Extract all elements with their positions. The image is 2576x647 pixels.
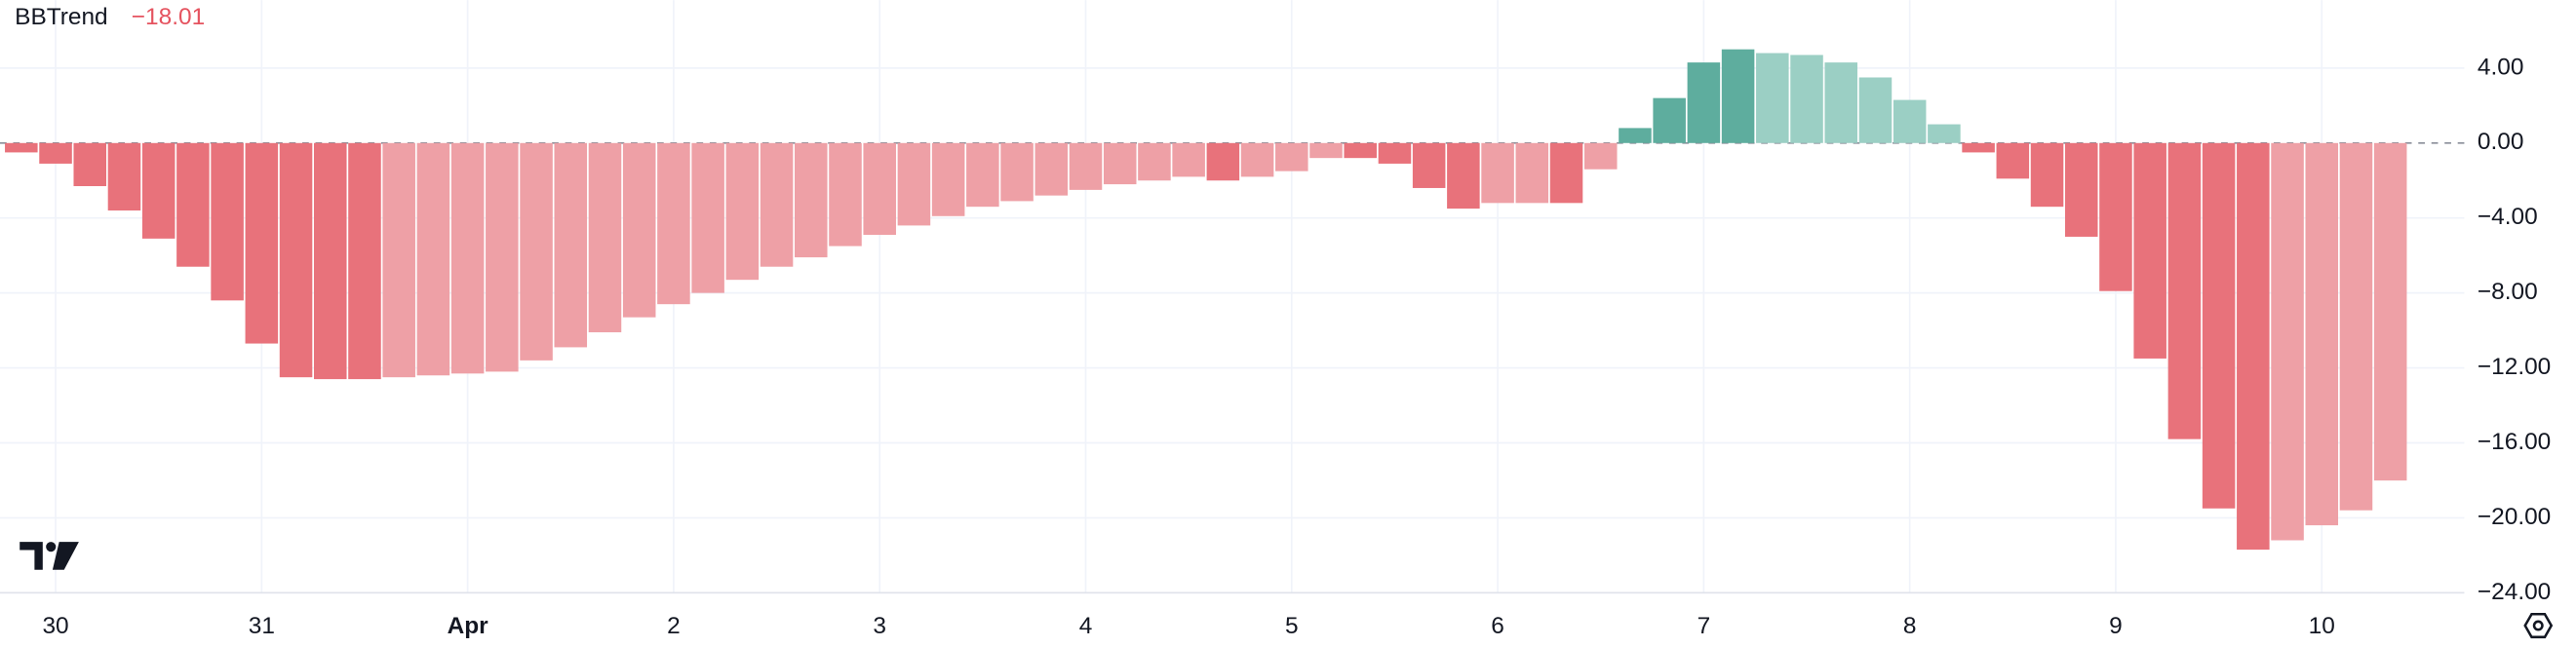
x-tick-label: 10 — [2309, 613, 2335, 639]
y-tick-label: 4.00 — [2478, 54, 2524, 80]
x-tick-label: 2 — [667, 613, 681, 639]
bar — [760, 142, 794, 267]
y-tick-label: −4.00 — [2478, 204, 2538, 230]
bar — [2202, 142, 2236, 509]
bar — [313, 142, 347, 380]
bar — [1996, 142, 2030, 179]
y-tick-label: −24.00 — [2478, 579, 2551, 605]
bar — [1583, 142, 1618, 170]
x-tick-label: 4 — [1079, 613, 1093, 639]
x-tick-label: 31 — [249, 613, 275, 639]
bar — [1103, 142, 1137, 185]
bar — [2339, 142, 2373, 511]
bar — [1206, 142, 1240, 181]
bar — [863, 142, 896, 236]
bar — [1412, 142, 1446, 188]
bar — [1481, 142, 1514, 204]
bar — [2305, 142, 2339, 526]
bar — [691, 142, 724, 293]
y-tick-label: −8.00 — [2478, 279, 2538, 305]
bar — [245, 142, 279, 344]
bar — [520, 142, 553, 361]
bar — [1928, 124, 1961, 143]
x-tick-label: 7 — [1698, 613, 1711, 639]
y-tick-label: 0.00 — [2478, 129, 2524, 155]
x-tick-label: 6 — [1491, 613, 1504, 639]
bar — [931, 142, 965, 216]
bar — [2271, 142, 2304, 541]
indicator-value: −18.01 — [132, 4, 205, 30]
bar — [2237, 142, 2270, 551]
bar — [1893, 99, 1927, 143]
bar — [1275, 142, 1308, 171]
settings-icon[interactable] — [2523, 612, 2554, 639]
bar — [1858, 77, 1893, 143]
x-tick-label: 9 — [2109, 613, 2123, 639]
bar — [897, 142, 931, 226]
logo — [20, 542, 79, 570]
bar — [39, 142, 72, 164]
bar — [1721, 49, 1755, 143]
labels: 30 31 Apr 2 3 4 5 6 7 8 9 10 −24.00 −20.00 −16.00 −12.0… — [42, 0, 2551, 639]
bar — [588, 142, 622, 333]
x-tick-label: 5 — [1285, 613, 1299, 639]
bar — [1034, 142, 1069, 196]
bar — [1687, 62, 1721, 143]
bar — [2133, 142, 2166, 359]
bar — [279, 142, 313, 378]
bar — [73, 142, 107, 187]
bar — [2099, 142, 2132, 291]
y-tick-label: −20.00 — [2478, 504, 2551, 530]
bar — [416, 142, 450, 376]
bar — [1653, 97, 1686, 143]
bar — [1962, 142, 1995, 153]
bar — [486, 142, 519, 372]
bar — [1515, 142, 1549, 204]
bar — [1240, 142, 1274, 177]
x-tick-label: 3 — [873, 613, 886, 639]
bar — [1790, 55, 1823, 143]
bar — [1619, 128, 1652, 143]
bar — [1138, 142, 1171, 181]
bar — [1000, 142, 1034, 202]
bar — [382, 142, 415, 378]
bar — [1824, 62, 1858, 143]
bar — [141, 142, 176, 239]
bar — [1172, 142, 1205, 177]
bar — [966, 142, 999, 208]
bar — [1378, 142, 1412, 164]
bar — [1069, 142, 1103, 190]
bar — [725, 142, 760, 281]
x-tick-label: 30 — [42, 613, 68, 639]
bar — [829, 142, 862, 247]
bar — [1344, 142, 1377, 159]
bar — [2167, 142, 2202, 439]
bar — [657, 142, 690, 305]
y-tick-label: −16.00 — [2478, 429, 2551, 455]
bar — [1309, 142, 1343, 159]
bar — [450, 142, 485, 374]
bar — [1549, 142, 1583, 204]
bar — [348, 142, 381, 380]
bar — [2030, 142, 2064, 208]
bar — [795, 142, 828, 258]
bar — [554, 142, 588, 348]
bar — [211, 142, 244, 301]
bar — [1756, 53, 1789, 143]
bar — [5, 142, 38, 153]
indicator-title: BBTrend — [15, 4, 107, 30]
y-tick-label: 8.00 — [2478, 0, 2524, 5]
bar — [2064, 142, 2098, 237]
bar — [622, 142, 656, 318]
x-tick-label: 8 — [1903, 613, 1917, 639]
bars — [5, 49, 2407, 551]
y-tick-label: −12.00 — [2478, 354, 2551, 380]
x-tick-label: Apr — [448, 613, 489, 639]
bar — [2373, 142, 2407, 481]
bar — [1447, 142, 1480, 209]
bar — [176, 142, 210, 267]
bar — [107, 142, 141, 211]
